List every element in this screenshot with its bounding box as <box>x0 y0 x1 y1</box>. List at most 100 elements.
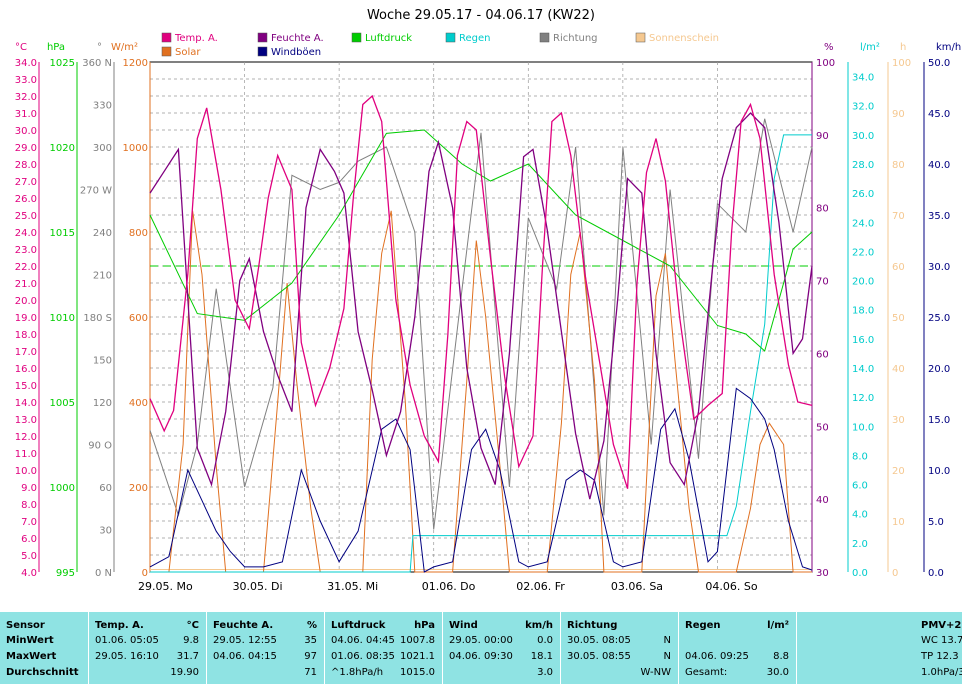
legend-swatch-regen <box>445 32 456 43</box>
stats-pmv-tp: TP 12.3 <box>921 651 959 662</box>
stats-temp-min-value: 9.8 <box>183 635 199 646</box>
legend-label-sonnenschein: Sonnenschein <box>649 33 719 44</box>
tick-label-rain: 24.0 <box>852 218 874 229</box>
tick-label-temp: 34.0 <box>15 58 37 69</box>
x-tick-label: 03.06. Sa <box>611 580 663 593</box>
tick-label-temp: 30.0 <box>15 126 37 137</box>
stats-temp-min-time: 01.06. 05:05 <box>95 635 159 646</box>
tick-label-wind: 35.0 <box>928 211 950 222</box>
stats-hum-min-value: 35 <box>304 635 317 646</box>
legend-label-solar: Solar <box>175 47 201 58</box>
stats-rain-max-time: 04.06. 09:25 <box>685 651 749 662</box>
stats-pmv-section: PMV+2: WC 13.7 TP 12.3 1.0hPa/3 <box>796 612 962 684</box>
tick-label-sun: 50 <box>892 313 905 324</box>
tick-label-hum: 50 <box>816 422 829 433</box>
tick-label-temp: 14.0 <box>15 398 37 409</box>
tick-label-solar: 800 <box>129 228 148 239</box>
tick-label-temp: 18.0 <box>15 330 37 341</box>
tick-label-wind: 40.0 <box>928 160 950 171</box>
stats-press-trend: ^1.8hPa/h <box>331 667 384 678</box>
axis-unit-press: hPa <box>47 42 65 53</box>
stats-sensor-section: Sensor MinWert MaxWert Durchschnitt <box>0 612 88 684</box>
x-tick-label: 04.06. So <box>705 580 757 593</box>
tick-label-sun: 70 <box>892 211 905 222</box>
axis-unit-temp: °C <box>15 42 27 53</box>
tick-label-wind: 0.0 <box>928 568 944 579</box>
tick-label-temp: 8.0 <box>21 500 37 511</box>
tick-label-temp: 16.0 <box>15 364 37 375</box>
tick-label-temp: 17.0 <box>15 347 37 358</box>
tick-label-press: 1010 <box>50 313 75 324</box>
tick-label-dir: 360 N <box>82 58 112 69</box>
stats-press-unit: hPa <box>414 620 435 631</box>
tick-label-temp: 4.0 <box>21 568 37 579</box>
tick-label-temp: 15.0 <box>15 381 37 392</box>
tick-label-wind: 50.0 <box>928 58 950 69</box>
legend-label-windb-en: Windböen <box>271 47 321 58</box>
stats-row-label-avg: Durchschnitt <box>6 667 79 678</box>
tick-label-temp: 12.0 <box>15 432 37 443</box>
tick-label-temp: 32.0 <box>15 92 37 103</box>
tick-label-temp: 26.0 <box>15 194 37 205</box>
stats-wind-min-value: 0.0 <box>537 635 553 646</box>
stats-hum-section: Feuchte A. % 29.05. 12:55 35 04.06. 04:1… <box>206 612 325 684</box>
stats-row-label-max: MaxWert <box>6 651 57 662</box>
axis-unit-hum: % <box>824 42 834 53</box>
tick-label-wind: 30.0 <box>928 262 950 273</box>
stats-rain-total-value: 30.0 <box>766 667 789 678</box>
tick-label-rain: 10.0 <box>852 422 874 433</box>
tick-label-temp: 7.0 <box>21 517 37 528</box>
x-tick-label: 31.05. Mi <box>327 580 378 593</box>
series-line-temp-a <box>149 94 813 489</box>
stats-hum-header: Feuchte A. <box>213 620 274 631</box>
stats-dir-avg-value: W-NW <box>640 667 671 678</box>
tick-label-sun: 100 <box>892 58 911 69</box>
stats-rain-header: Regen <box>685 620 721 631</box>
stats-rain-section: Regen l/m² 04.06. 09:25 8.8 Gesamt: 30.0 <box>678 612 797 684</box>
stats-pmv-wc: WC 13.7 <box>921 635 962 646</box>
stats-pmv-header: PMV+2: <box>921 620 962 631</box>
stats-rain-unit: l/m² <box>767 620 789 631</box>
tick-label-rain: 0.0 <box>852 568 868 579</box>
legend-swatch-temp-a <box>161 32 172 43</box>
tick-label-temp: 24.0 <box>15 228 37 239</box>
stats-wind-max-time: 04.06. 09:30 <box>449 651 513 662</box>
tick-label-solar: 1200 <box>123 58 148 69</box>
legend-label-regen: Regen <box>459 33 491 44</box>
tick-label-press: 1015 <box>50 228 75 239</box>
legend-label-luftdruck: Luftdruck <box>365 33 412 44</box>
x-tick-label: 30.05. Di <box>233 580 283 593</box>
tick-label-solar: 600 <box>129 313 148 324</box>
tick-label-dir: 210 <box>93 271 112 282</box>
axis-unit-rain: l/m² <box>860 42 880 53</box>
tick-label-dir: 180 S <box>83 313 112 324</box>
tick-label-dir: 0 N <box>95 568 112 579</box>
tick-label-dir: 330 <box>93 101 112 112</box>
tick-label-temp: 27.0 <box>15 177 37 188</box>
tick-label-wind: 45.0 <box>928 109 950 120</box>
tick-label-rain: 6.0 <box>852 481 868 492</box>
stats-temp-section: Temp. A. °C 01.06. 05:05 9.8 29.05. 16:1… <box>88 612 207 684</box>
stats-dir-header: Richtung <box>567 620 618 631</box>
tick-label-dir: 30 <box>99 526 112 537</box>
legend-label-richtung: Richtung <box>553 33 598 44</box>
stats-press-avg-value: 1015.0 <box>400 667 435 678</box>
tick-label-solar: 200 <box>129 483 148 494</box>
stats-dir-min-time: 30.05. 08:05 <box>567 635 631 646</box>
tick-label-wind: 5.0 <box>928 517 944 528</box>
x-tick-label: 29.05. Mo <box>138 580 193 593</box>
tick-label-temp: 11.0 <box>15 449 37 460</box>
legend-swatch-richtung <box>539 32 550 43</box>
stats-press-min-value: 1007.8 <box>400 635 435 646</box>
stats-wind-unit: km/h <box>525 620 553 631</box>
series-line-feuchte-a <box>149 112 813 500</box>
tick-label-dir: 90 O <box>88 441 112 452</box>
stats-hum-avg-value: 71 <box>304 667 317 678</box>
stats-hum-max-value: 97 <box>304 651 317 662</box>
tick-label-solar: 0 <box>142 568 148 579</box>
stats-dir-max-value: N <box>663 651 671 662</box>
stats-press-max-value: 1021.1 <box>400 651 435 662</box>
axis-unit-sun: h <box>900 42 906 53</box>
tick-label-wind: 10.0 <box>928 466 950 477</box>
tick-label-temp: 13.0 <box>15 415 37 426</box>
